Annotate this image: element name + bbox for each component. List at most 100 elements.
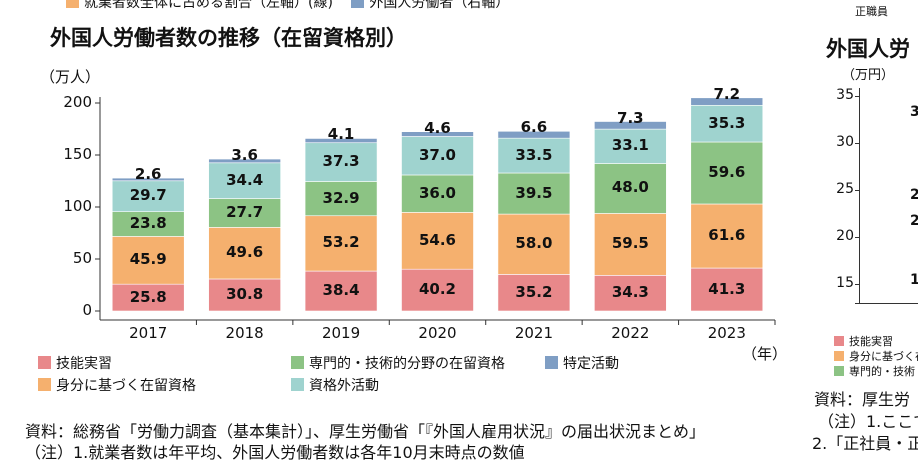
legend-swatch	[834, 366, 844, 376]
legend-label: 技能実習	[56, 356, 112, 372]
right-top-text: 正職員	[855, 5, 888, 18]
bar-segment	[111, 283, 185, 312]
bar-chart	[95, 97, 776, 325]
data-label: 27.7	[226, 202, 264, 221]
legend-item: 専門的・技術的分野の在留資格	[291, 353, 505, 373]
data-label: 32.9	[322, 188, 360, 207]
right-y-tick-label: 25	[836, 181, 854, 197]
chart-title: 外国人労働者数の推移（在留資格別）	[50, 26, 407, 50]
bar-segment	[111, 177, 185, 182]
legend-item: 身分に基づく在留資格	[38, 375, 196, 395]
right-legend: 技能実習 身分に基づく在 専門的・技術	[834, 334, 918, 379]
legend-swatch	[38, 356, 51, 369]
x-tick-label: 2018	[225, 324, 264, 342]
right-x-axis	[855, 303, 918, 304]
data-label: 40.2	[418, 280, 456, 299]
legend-label: 身分に基づく在	[849, 350, 918, 363]
y-tick-label: 200	[63, 93, 92, 111]
bar-segment	[594, 163, 667, 214]
data-label: 45.9	[129, 250, 167, 269]
right-y-tick	[855, 284, 859, 285]
bar-segment	[401, 268, 474, 312]
bar-segment	[208, 162, 281, 199]
data-label: 59.5	[611, 234, 649, 253]
data-label: 6.6	[520, 118, 548, 137]
right-y-label: （万円）	[842, 68, 895, 83]
bar-segment	[111, 236, 185, 285]
source-text: 資料：総務省「労働力調査（基本集計）」、厚生労働省「『外国人雇用状況』の届出状況…	[25, 422, 706, 441]
bar-segment	[497, 274, 571, 312]
data-label: 30.8	[226, 284, 264, 303]
legend-label: 特定活動	[563, 356, 619, 372]
right-y-tick	[855, 237, 859, 238]
data-label: 4.6	[424, 118, 451, 137]
data-label: 7.2	[713, 84, 741, 103]
legend-item: 特定活動	[545, 353, 619, 373]
bar-segment	[497, 213, 571, 275]
right-data-label: 3	[910, 104, 918, 120]
bar-segment	[304, 142, 378, 182]
right-y-tick	[855, 190, 859, 191]
bar-segment	[594, 275, 667, 312]
data-label: 34.3	[611, 283, 649, 302]
x-tick-label: 2020	[418, 324, 457, 342]
bar-segment	[304, 138, 378, 144]
legend-label: 身分に基づく在留資格	[56, 378, 196, 394]
data-label: 39.5	[515, 183, 553, 202]
right-data-label: 2	[910, 213, 918, 229]
legend-label: 専門的・技術的分野の在留資格	[309, 356, 505, 372]
right-y-tick-label: 20	[836, 228, 854, 244]
legend-item: 資格外活動	[291, 375, 379, 395]
bar-segment	[111, 211, 185, 237]
data-label: 49.6	[226, 243, 264, 262]
data-label: 4.1	[327, 125, 355, 144]
bar-segment	[594, 128, 667, 164]
data-label: 34.4	[226, 170, 264, 189]
bar-segment	[497, 130, 571, 139]
data-label: 3.6	[231, 146, 258, 165]
bar-segment	[690, 104, 764, 143]
x-tick-label: 2023	[707, 324, 746, 342]
right-data-label: 1	[910, 272, 918, 288]
bar-segment	[304, 181, 378, 217]
right-y-tick-label: 35	[836, 87, 854, 103]
right-source: 資料：厚生労	[814, 390, 911, 409]
x-axis-label: （年）	[742, 345, 788, 363]
bar-segment	[401, 174, 474, 213]
data-label: 37.3	[322, 152, 360, 171]
legend-swatch	[351, 0, 365, 8]
data-label: 48.0	[611, 178, 649, 197]
bar-segment	[690, 97, 764, 106]
right-note1: （注）1.ここで	[818, 412, 918, 431]
data-label: 61.6	[708, 226, 746, 245]
data-label: 25.8	[129, 287, 167, 306]
data-label: 41.3	[708, 279, 746, 298]
legend-swatch	[291, 356, 304, 369]
data-label: 54.6	[418, 230, 456, 249]
y-tick-label: 150	[63, 145, 92, 163]
bar-segment	[401, 212, 474, 270]
y-tick-label: 50	[72, 249, 92, 267]
right-y-tick	[855, 143, 859, 144]
y-tick-label: 100	[63, 197, 92, 215]
data-label: 29.7	[129, 186, 167, 205]
legend-label: 外国人労働者（右軸）	[369, 0, 510, 11]
right-data-label: 2	[910, 187, 918, 203]
bar-segment	[497, 172, 571, 215]
legend-label: 専門的・技術	[849, 365, 915, 378]
y-tick-label: 0	[82, 301, 92, 319]
bar-segment	[594, 121, 667, 130]
y-axis-label: （万人）	[40, 68, 101, 86]
data-label: 35.3	[708, 113, 746, 132]
data-label: 37.0	[418, 145, 456, 164]
data-label: 38.4	[322, 281, 360, 300]
legend-swatch	[834, 336, 844, 346]
bar-segment	[208, 227, 281, 280]
data-label: 36.0	[418, 183, 456, 202]
right-y-tick-label: 30	[836, 134, 854, 150]
top-legend: 就業者数全体に占める割合（左軸）(線) 外国人労働者（右軸）	[66, 0, 509, 12]
right-note2: 2.「正社員・正	[812, 434, 918, 453]
bar-segment	[401, 136, 474, 176]
data-label: 58.0	[515, 234, 553, 253]
right-chart-title: 外国人労	[826, 37, 910, 61]
